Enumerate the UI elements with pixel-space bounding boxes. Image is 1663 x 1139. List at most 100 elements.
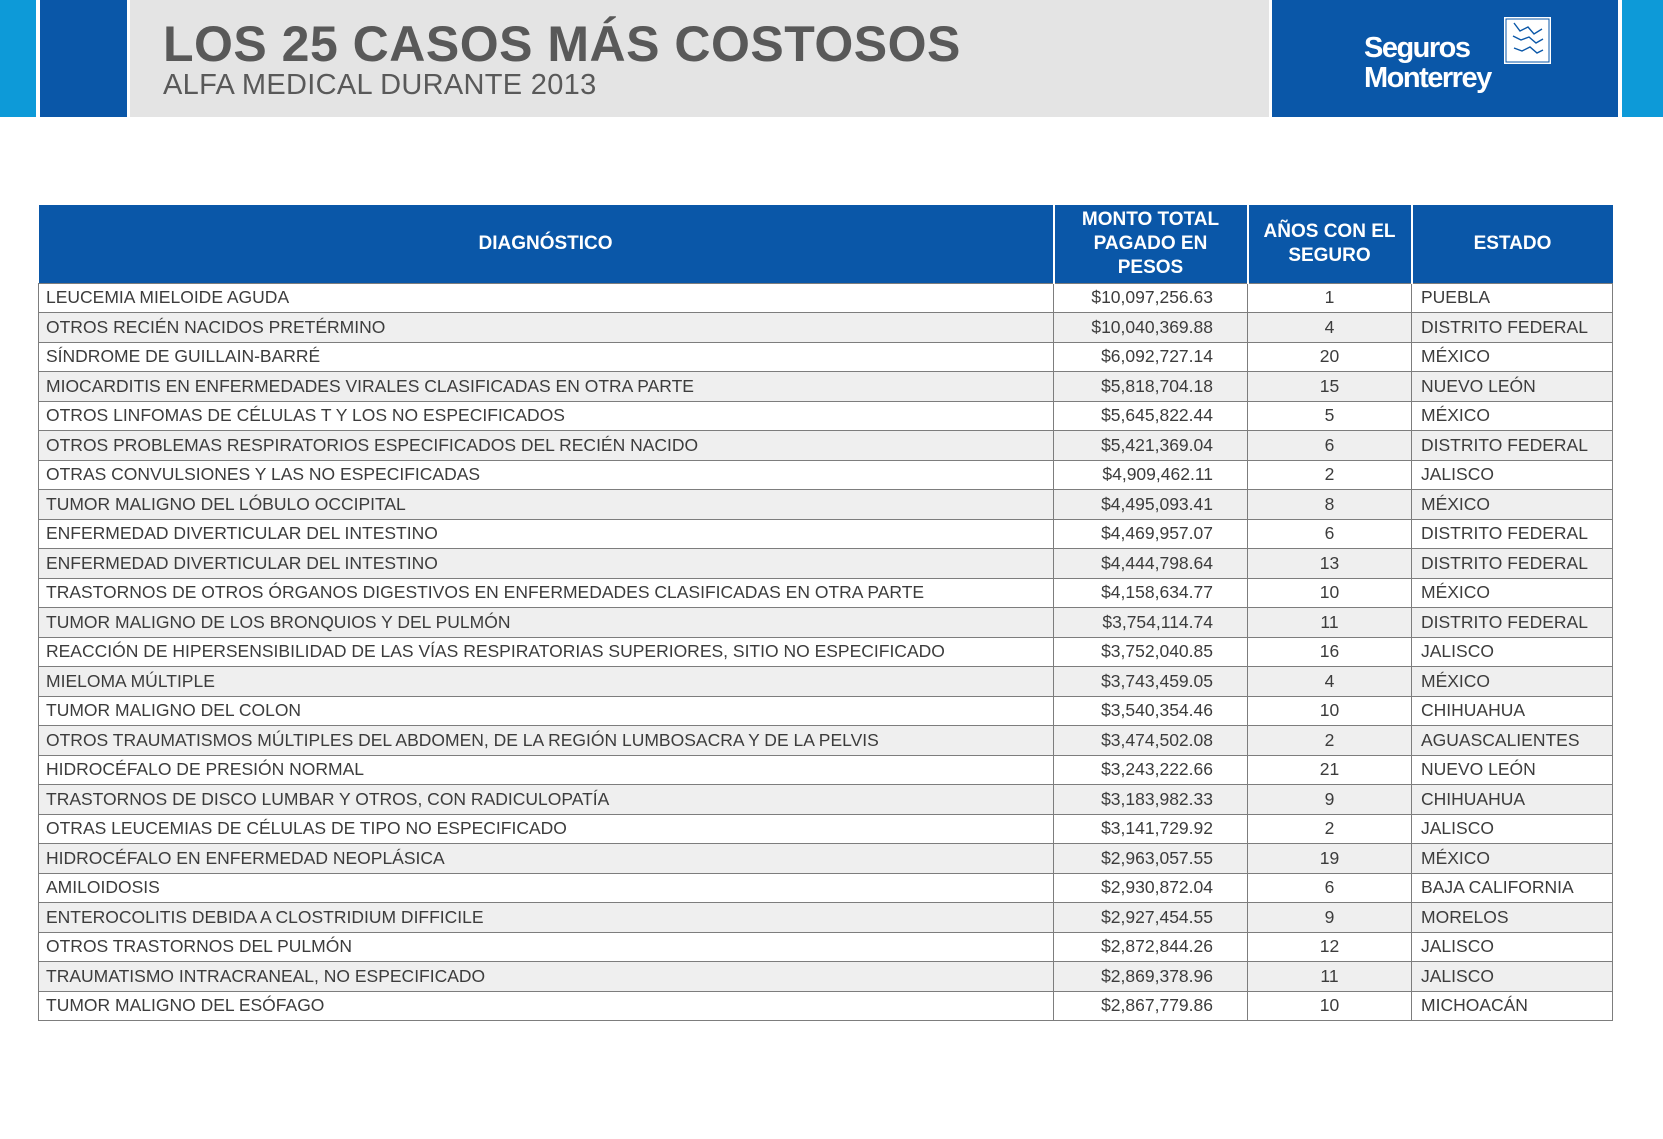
table-row: TRAUMATISMO INTRACRANEAL, NO ESPECIFICAD… xyxy=(38,961,1613,992)
cell-monto: $3,752,040.85 xyxy=(1053,636,1248,667)
cell-estado: JALISCO xyxy=(1411,931,1613,962)
cell-monto: $2,927,454.55 xyxy=(1053,902,1248,933)
cell-monto: $5,421,369.04 xyxy=(1053,430,1248,461)
cell-estado: JALISCO xyxy=(1411,636,1613,667)
cell-anos: 1 xyxy=(1247,282,1412,313)
cell-estado: MÉXICO xyxy=(1411,577,1613,608)
table-row: HIDROCÉFALO DE PRESIÓN NORMAL $3,243,222.… xyxy=(38,754,1613,785)
cell-estado: PUEBLA xyxy=(1411,282,1613,313)
cell-monto: $4,444,798.64 xyxy=(1053,548,1248,579)
cell-monto: $10,040,369.88 xyxy=(1053,312,1248,343)
cell-estado: AGUASCALIENTES xyxy=(1411,725,1613,756)
cell-diagnostico: OTROS TRAUMATISMOS MÚLTIPLES DEL ABDOMEN… xyxy=(38,725,1054,756)
cell-anos: 2 xyxy=(1247,725,1412,756)
table-row: TUMOR MALIGNO DEL LÓBULO OCCIPITAL $4,495… xyxy=(38,489,1613,520)
header-accent-right xyxy=(1622,0,1663,117)
cell-anos: 15 xyxy=(1247,371,1412,402)
table-row: LEUCEMIA MIELOIDE AGUDA $10,097,256.63 1 PU… xyxy=(38,282,1613,313)
cell-anos: 19 xyxy=(1247,843,1412,874)
cell-anos: 10 xyxy=(1247,990,1412,1021)
cell-anos: 9 xyxy=(1247,902,1412,933)
cell-estado: CHIHUAHUA xyxy=(1411,695,1613,726)
cell-estado: NUEVO LEÓN xyxy=(1411,371,1613,402)
cell-diagnostico: AMILOIDOSIS xyxy=(38,872,1054,903)
table-row: OTROS PROBLEMAS RESPIRATORIOS ESPECIFICA… xyxy=(38,430,1613,461)
table-row: OTROS TRASTORNOS DEL PULMÓN $2,872,844.26… xyxy=(38,931,1613,962)
cell-diagnostico: MIELOMA MÚLTIPLE xyxy=(38,666,1054,697)
cell-anos: 5 xyxy=(1247,400,1412,431)
cell-monto: $3,141,729.92 xyxy=(1053,813,1248,844)
table-row: MIOCARDITIS EN ENFERMEDADES VIRALES CLAS… xyxy=(38,371,1613,402)
cell-diagnostico: TUMOR MALIGNO DEL COLON xyxy=(38,695,1054,726)
cell-diagnostico: OTROS PROBLEMAS RESPIRATORIOS ESPECIFICA… xyxy=(38,430,1054,461)
cell-monto: $2,930,872.04 xyxy=(1053,872,1248,903)
header-diagnostico: DIAGNÓSTICO xyxy=(38,205,1055,283)
cell-monto: $2,869,378.96 xyxy=(1053,961,1248,992)
header-anos: AÑOS CON EL SEGURO xyxy=(1246,205,1413,283)
cell-anos: 6 xyxy=(1247,430,1412,461)
cell-anos: 6 xyxy=(1247,872,1412,903)
cell-diagnostico: OTRAS CONVULSIONES Y LAS NO ESPECIFICADA… xyxy=(38,459,1054,490)
cell-monto: $3,743,459.05 xyxy=(1053,666,1248,697)
cell-diagnostico: TRASTORNOS DE OTROS ÓRGANOS DIGESTIVOS E… xyxy=(38,577,1054,608)
table-row: SÍNDROME DE GUILLAIN-BARRÉ $6,092,727.14 2… xyxy=(38,341,1613,372)
cell-anos: 20 xyxy=(1247,341,1412,372)
table-row: OTRAS LEUCEMIAS DE CÉLULAS DE TIPO NO ES… xyxy=(38,813,1613,844)
cell-estado: DISTRITO FEDERAL xyxy=(1411,430,1613,461)
cell-anos: 9 xyxy=(1247,784,1412,815)
cell-monto: $5,818,704.18 xyxy=(1053,371,1248,402)
seguros-monterrey-logo: Seguros Monterrey xyxy=(1272,0,1618,117)
cell-anos: 4 xyxy=(1247,312,1412,343)
cell-anos: 8 xyxy=(1247,489,1412,520)
cell-diagnostico: SÍNDROME DE GUILLAIN-BARRÉ xyxy=(38,341,1054,372)
cell-estado: DISTRITO FEDERAL xyxy=(1411,548,1613,579)
cell-anos: 11 xyxy=(1247,961,1412,992)
table-row: ENFERMEDAD DIVERTICULAR DEL INTESTINO $4,… xyxy=(38,518,1613,549)
cell-estado: MÉXICO xyxy=(1411,489,1613,520)
logo-line2: Monterrey xyxy=(1364,62,1492,94)
new-york-life-icon xyxy=(1504,17,1551,64)
cell-anos: 13 xyxy=(1247,548,1412,579)
cell-diagnostico: OTROS TRASTORNOS DEL PULMÓN xyxy=(38,931,1054,962)
cell-anos: 16 xyxy=(1247,636,1412,667)
cell-diagnostico: ENFERMEDAD DIVERTICULAR DEL INTESTINO xyxy=(38,518,1054,549)
cell-diagnostico: ENTEROCOLITIS DEBIDA A CLOSTRIDIUM DIFFI… xyxy=(38,902,1054,933)
cell-diagnostico: MIOCARDITIS EN ENFERMEDADES VIRALES CLAS… xyxy=(38,371,1054,402)
logo-wordmark: Seguros Monterrey xyxy=(1364,32,1492,94)
cell-diagnostico: TRAUMATISMO INTRACRANEAL, NO ESPECIFICAD… xyxy=(38,961,1054,992)
cell-estado: DISTRITO FEDERAL xyxy=(1411,607,1613,638)
header-estado: ESTADO xyxy=(1410,205,1613,283)
cell-estado: DISTRITO FEDERAL xyxy=(1411,518,1613,549)
header-accent-left xyxy=(0,0,36,117)
cell-monto: $3,183,982.33 xyxy=(1053,784,1248,815)
table-row: ENTEROCOLITIS DEBIDA A CLOSTRIDIUM DIFFI… xyxy=(38,902,1613,933)
table-body: LEUCEMIA MIELOIDE AGUDA $10,097,256.63 1 PU… xyxy=(38,282,1613,1021)
cell-diagnostico: TUMOR MALIGNO DEL ESÓFAGO xyxy=(38,990,1054,1021)
cell-estado: MÉXICO xyxy=(1411,666,1613,697)
cell-monto: $2,963,057.55 xyxy=(1053,843,1248,874)
cell-estado: JALISCO xyxy=(1411,961,1613,992)
table-row: MIELOMA MÚLTIPLE $3,743,459.05 4 MÉXICO xyxy=(38,666,1613,697)
page-subtitle: ALFA MEDICAL DURANTE 2013 xyxy=(163,69,597,101)
cell-estado: MÉXICO xyxy=(1411,341,1613,372)
cell-diagnostico: HIDROCÉFALO DE PRESIÓN NORMAL xyxy=(38,754,1054,785)
costly-cases-table: DIAGNÓSTICO MONTO TOTAL PAGADO EN PESOS … xyxy=(38,205,1613,1021)
table-row: TUMOR MALIGNO DE LOS BRONQUIOS Y DEL PUL… xyxy=(38,607,1613,638)
cell-diagnostico: OTROS LINFOMAS DE CÉLULAS T Y LOS NO ESP… xyxy=(38,400,1054,431)
table-row: OTROS TRAUMATISMOS MÚLTIPLES DEL ABDOMEN… xyxy=(38,725,1613,756)
cell-monto: $3,540,354.46 xyxy=(1053,695,1248,726)
logo-line1: Seguros xyxy=(1364,32,1471,64)
table-row: HIDROCÉFALO EN ENFERMEDAD NEOPLÁSICA $2,9… xyxy=(38,843,1613,874)
cell-estado: NUEVO LEÓN xyxy=(1411,754,1613,785)
table-row: OTROS LINFOMAS DE CÉLULAS T Y LOS NO ESP… xyxy=(38,400,1613,431)
cell-monto: $4,495,093.41 xyxy=(1053,489,1248,520)
cell-estado: BAJA CALIFORNIA xyxy=(1411,872,1613,903)
cell-anos: 6 xyxy=(1247,518,1412,549)
table-header-row: DIAGNÓSTICO MONTO TOTAL PAGADO EN PESOS … xyxy=(38,205,1613,283)
cell-anos: 10 xyxy=(1247,695,1412,726)
cell-estado: DISTRITO FEDERAL xyxy=(1411,312,1613,343)
cell-monto: $3,243,222.66 xyxy=(1053,754,1248,785)
table-row: TUMOR MALIGNO DEL ESÓFAGO $2,867,779.86 10… xyxy=(38,990,1613,1021)
page-title: LOS 25 CASOS MÁS COSTOSOS xyxy=(163,16,961,72)
cell-anos: 21 xyxy=(1247,754,1412,785)
